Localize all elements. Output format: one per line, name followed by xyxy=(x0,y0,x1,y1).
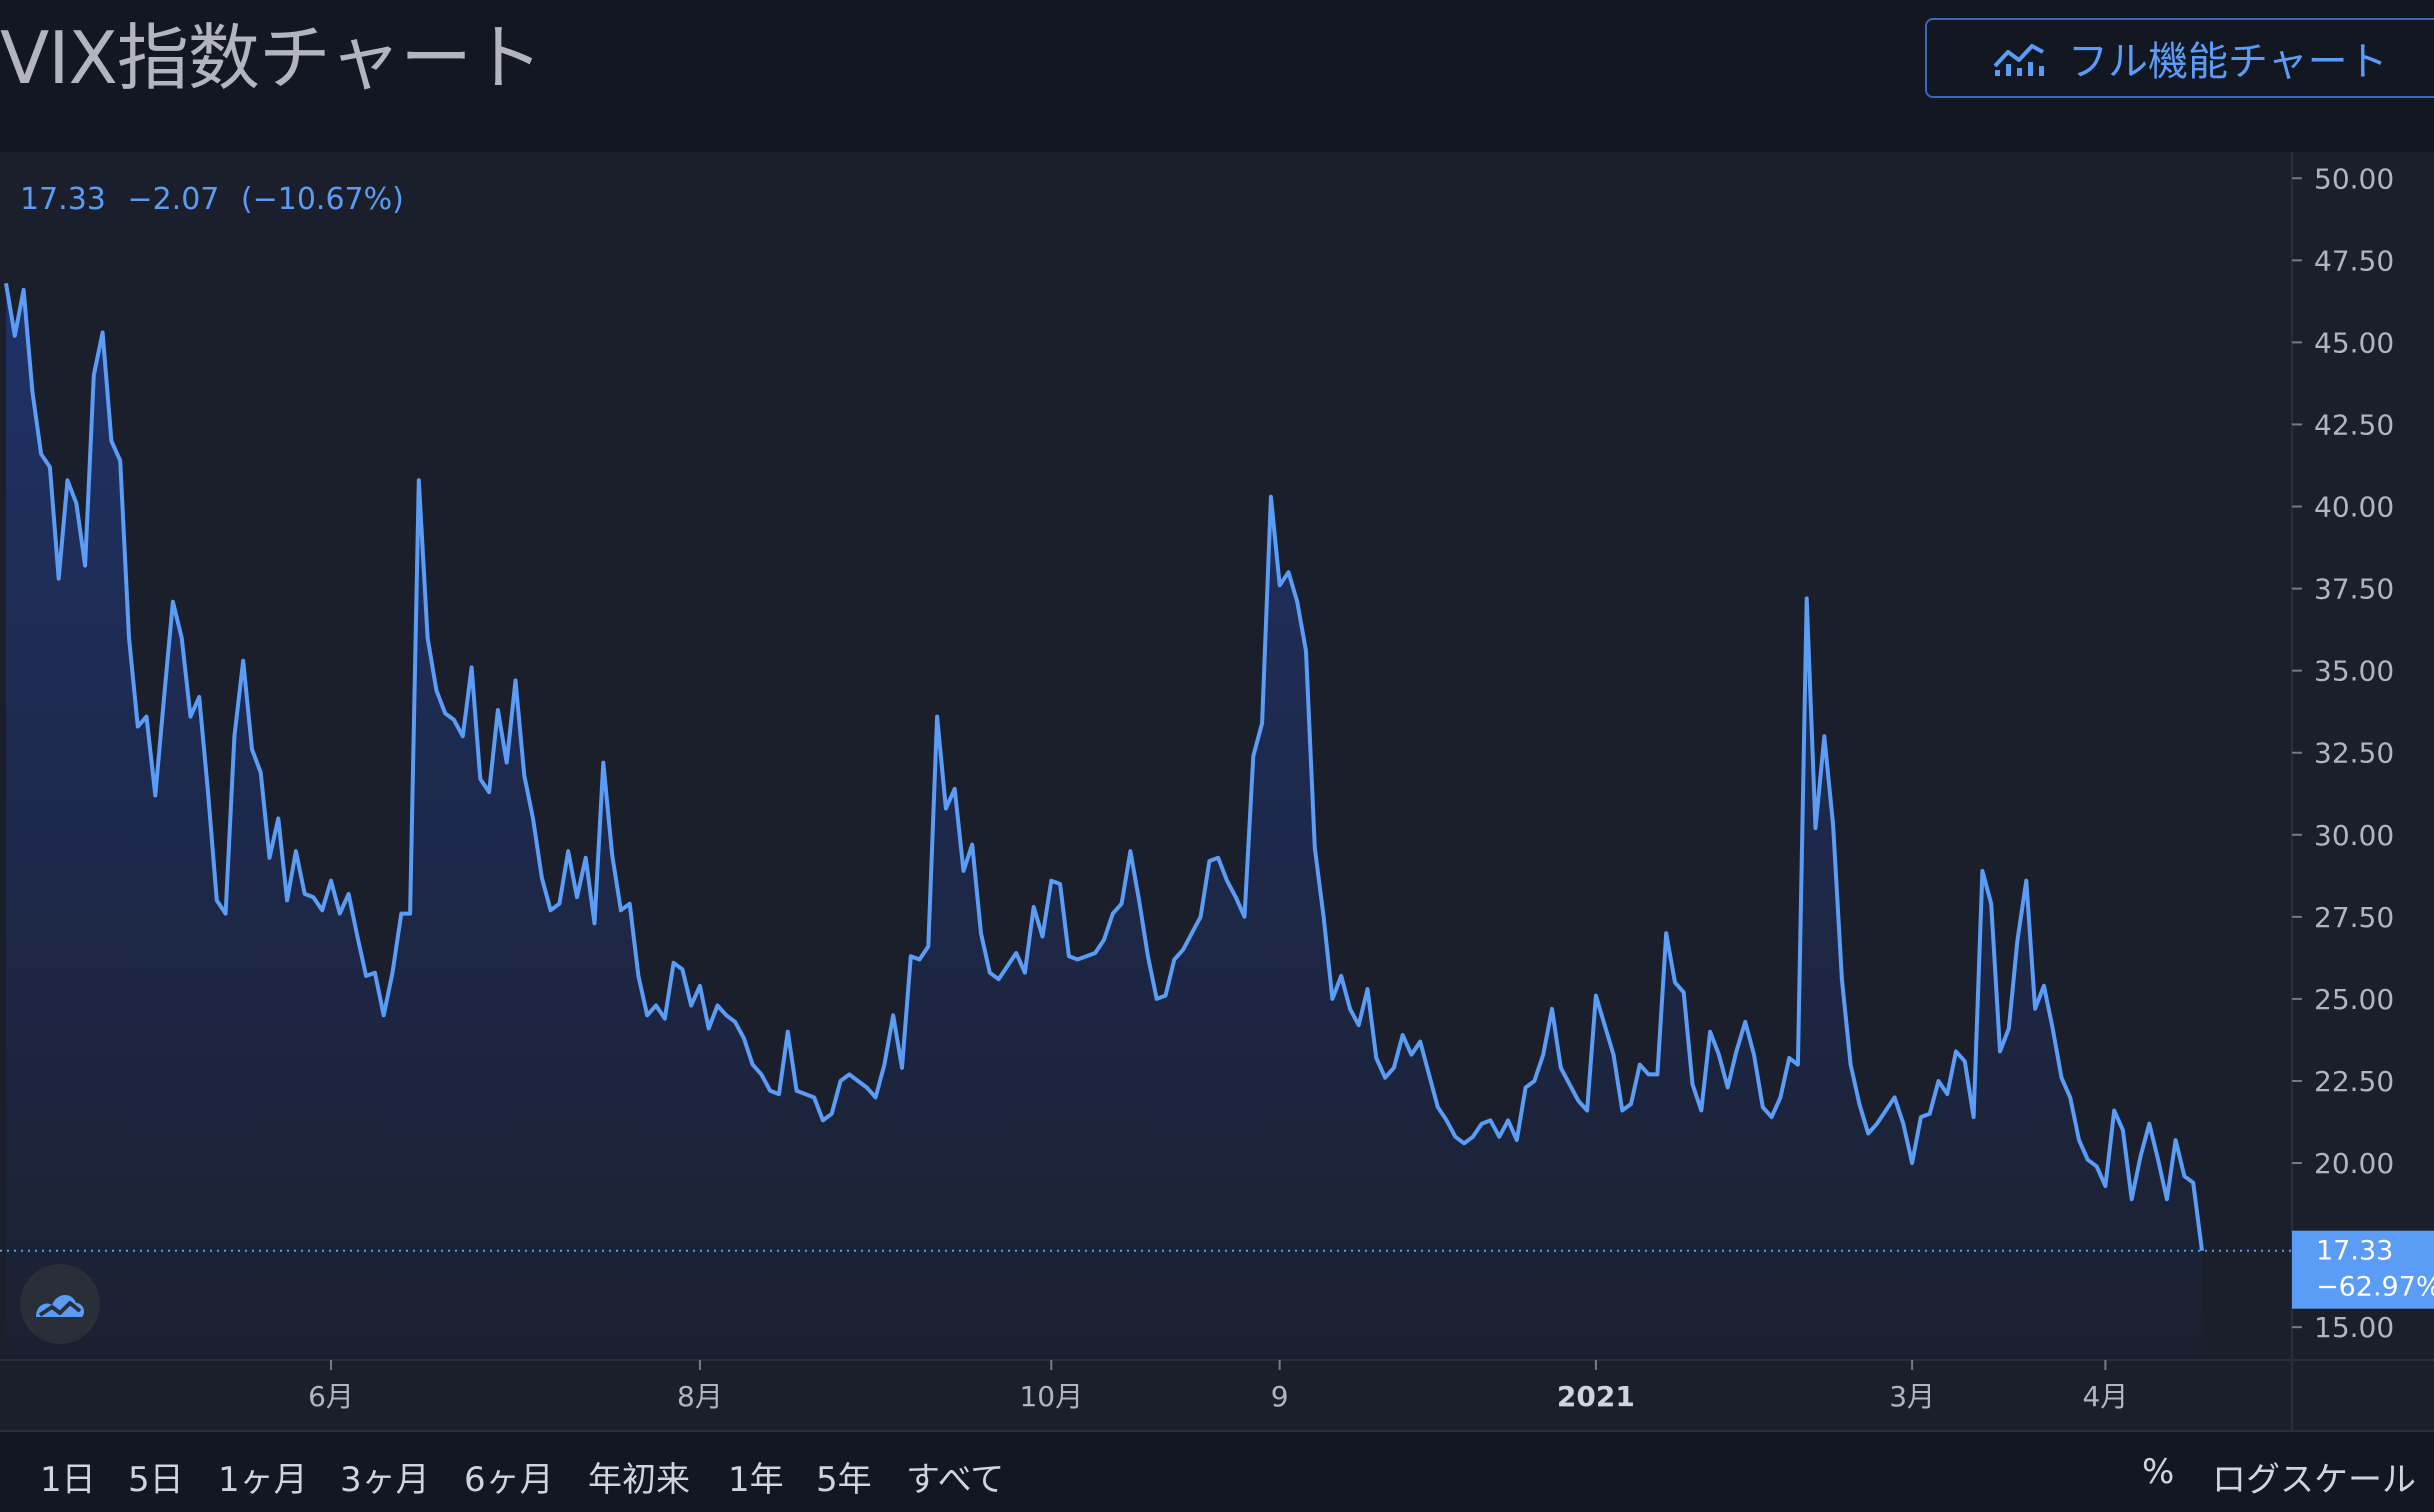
range-button[interactable]: 5日 xyxy=(128,1460,184,1500)
range-button[interactable]: 5年 xyxy=(816,1460,872,1500)
price-tick-label: 25.00 xyxy=(2314,983,2394,1016)
price-chart[interactable]: 15.0017.5020.0022.5025.0027.5030.0032.50… xyxy=(0,152,2434,1430)
time-tick-label: 2021 xyxy=(1557,1380,1635,1413)
last-price-value: 17.33 xyxy=(2316,1236,2393,1267)
price-tick-label: 22.50 xyxy=(2314,1065,2394,1098)
price-tick-label: 37.50 xyxy=(2314,573,2394,606)
range-button[interactable]: 年初来 xyxy=(588,1460,690,1500)
range-button[interactable]: 3ヶ月 xyxy=(340,1460,430,1500)
range-button[interactable]: 1年 xyxy=(728,1460,784,1500)
time-axis: 6月 8月 10月 9 2021 3月 4月 xyxy=(308,1360,2128,1413)
price-tick-label: 15.00 xyxy=(2314,1311,2394,1344)
legend-change-pct: (−10.67%) xyxy=(240,182,404,217)
time-tick-label: 9 xyxy=(1271,1380,1289,1413)
price-tick-label: 30.00 xyxy=(2314,819,2394,852)
last-price-pct: −62.97% xyxy=(2316,1272,2434,1303)
range-button[interactable]: 6ヶ月 xyxy=(464,1460,554,1500)
time-range-bar: 1日 5日 1ヶ月 3ヶ月 6ヶ月 年初来 1年 5年 すべて % ログスケール xyxy=(0,1430,2434,1512)
price-tick-label: 45.00 xyxy=(2314,326,2394,359)
price-tick-label: 27.50 xyxy=(2314,901,2394,934)
price-tick-label: 47.50 xyxy=(2314,244,2394,277)
range-button[interactable]: すべて xyxy=(906,1460,1005,1500)
price-tick-label: 32.50 xyxy=(2314,737,2394,770)
price-tick-label: 50.00 xyxy=(2314,162,2394,195)
time-tick-label: 8月 xyxy=(677,1380,723,1413)
tradingview-logo-icon[interactable] xyxy=(20,1264,100,1344)
price-tick-label: 42.50 xyxy=(2314,408,2394,441)
legend-last: 17.33 xyxy=(20,182,106,217)
time-tick-label: 4月 xyxy=(2082,1380,2128,1413)
price-area xyxy=(6,283,2202,1360)
chart-line-icon xyxy=(1993,44,2044,76)
price-tick-label: 35.00 xyxy=(2314,655,2394,688)
price-tick-label: 40.00 xyxy=(2314,491,2394,524)
legend-change: −2.07 xyxy=(127,182,220,217)
range-button[interactable]: 1ヶ月 xyxy=(218,1460,308,1500)
price-axis: 15.0017.5020.0022.5025.0027.5030.0032.50… xyxy=(2292,162,2394,1344)
log-scale-toggle[interactable]: ログスケール xyxy=(2212,1460,2416,1500)
chart-legend: 17.33 −2.07 (−10.67%) xyxy=(20,182,416,217)
full-chart-label: フル機能チャート xyxy=(2068,39,2388,85)
time-tick-label: 3月 xyxy=(1889,1380,1935,1413)
full-chart-button[interactable]: フル機能チャート xyxy=(1925,18,2434,98)
range-button[interactable]: 1日 xyxy=(40,1460,96,1500)
percent-toggle[interactable]: % xyxy=(2142,1452,2175,1492)
time-tick-label: 10月 xyxy=(1019,1380,1083,1413)
chart-pane[interactable]: 15.0017.5020.0022.5025.0027.5030.0032.50… xyxy=(0,152,2434,1430)
time-tick-label: 6月 xyxy=(308,1380,354,1413)
price-tick-label: 20.00 xyxy=(2314,1147,2394,1180)
last-price-tag: 17.33 −62.97% xyxy=(2292,1230,2434,1309)
page-title: VIX指数チャート xyxy=(0,16,543,100)
price-line xyxy=(4,282,2204,1251)
